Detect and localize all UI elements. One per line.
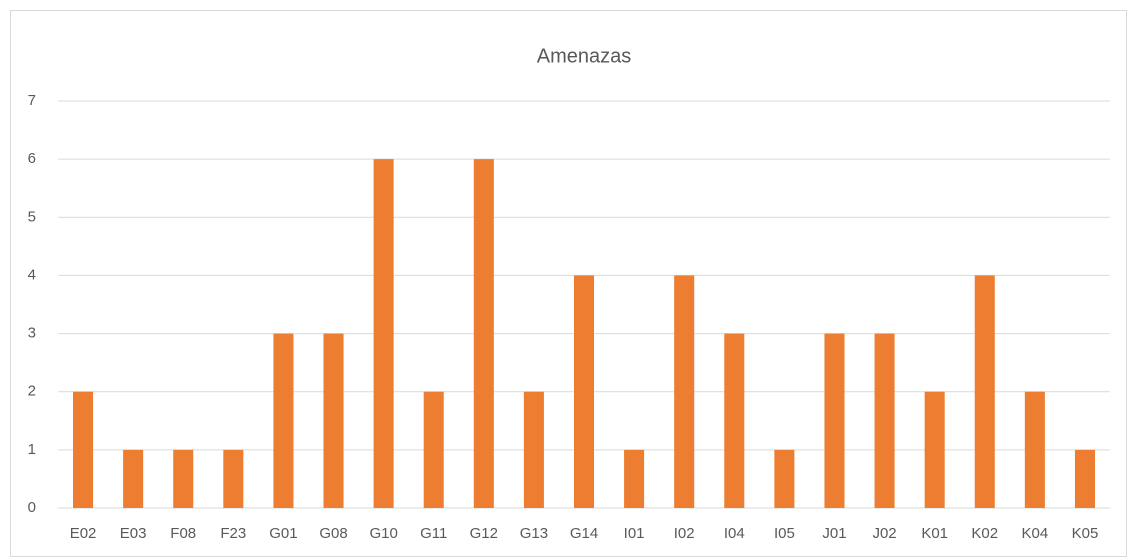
bar <box>173 449 194 508</box>
bar <box>273 333 294 508</box>
bar <box>373 159 394 508</box>
x-tick-label: K02 <box>971 525 998 542</box>
x-tick-label: K04 <box>1022 525 1049 542</box>
x-tick-label: K01 <box>921 525 948 542</box>
x-tick-label: G08 <box>319 525 347 542</box>
x-tick-label: F08 <box>170 525 196 542</box>
x-tick-label: J01 <box>822 525 846 542</box>
bar <box>73 391 94 508</box>
bar <box>573 275 595 508</box>
x-tick-label: J02 <box>872 525 896 542</box>
x-tick-label: G14 <box>570 525 598 542</box>
x-tick-label: I01 <box>624 525 645 542</box>
y-tick-label: 2 <box>28 383 36 400</box>
bar <box>674 275 695 508</box>
x-tick-label: E03 <box>120 525 147 542</box>
bar <box>874 333 895 508</box>
x-tick-label: K05 <box>1072 525 1099 542</box>
bar <box>123 449 144 508</box>
x-tick-label: G13 <box>520 525 548 542</box>
y-tick-label: 3 <box>28 325 36 342</box>
x-tick-label: G01 <box>269 525 297 542</box>
y-tick-label: 4 <box>28 266 36 283</box>
bar <box>1074 449 1095 508</box>
bar <box>1024 391 1045 508</box>
bar <box>724 333 745 508</box>
chart-title: Amenazas <box>537 45 632 67</box>
y-tick-label: 0 <box>28 499 36 516</box>
x-tick-label: F23 <box>220 525 246 542</box>
bar <box>974 275 995 508</box>
y-tick-label: 1 <box>28 441 36 458</box>
y-tick-label: 5 <box>28 208 36 225</box>
x-tick-label: I05 <box>774 525 795 542</box>
x-tick-label: I04 <box>724 525 745 542</box>
bar <box>523 391 544 508</box>
bar <box>924 391 945 508</box>
x-tick-label: G11 <box>420 525 447 542</box>
x-tick-label: E02 <box>70 525 97 542</box>
bar <box>473 159 494 508</box>
bar <box>624 449 645 508</box>
bar <box>323 333 344 508</box>
bar <box>774 449 795 508</box>
x-tick-label: G10 <box>369 525 397 542</box>
bar <box>824 333 845 508</box>
bar <box>423 391 444 508</box>
bar <box>223 449 244 508</box>
y-tick-label: 6 <box>28 150 36 167</box>
y-tick-label: 7 <box>28 92 36 109</box>
x-tick-label: G12 <box>470 525 498 542</box>
x-tick-label: I02 <box>674 525 695 542</box>
